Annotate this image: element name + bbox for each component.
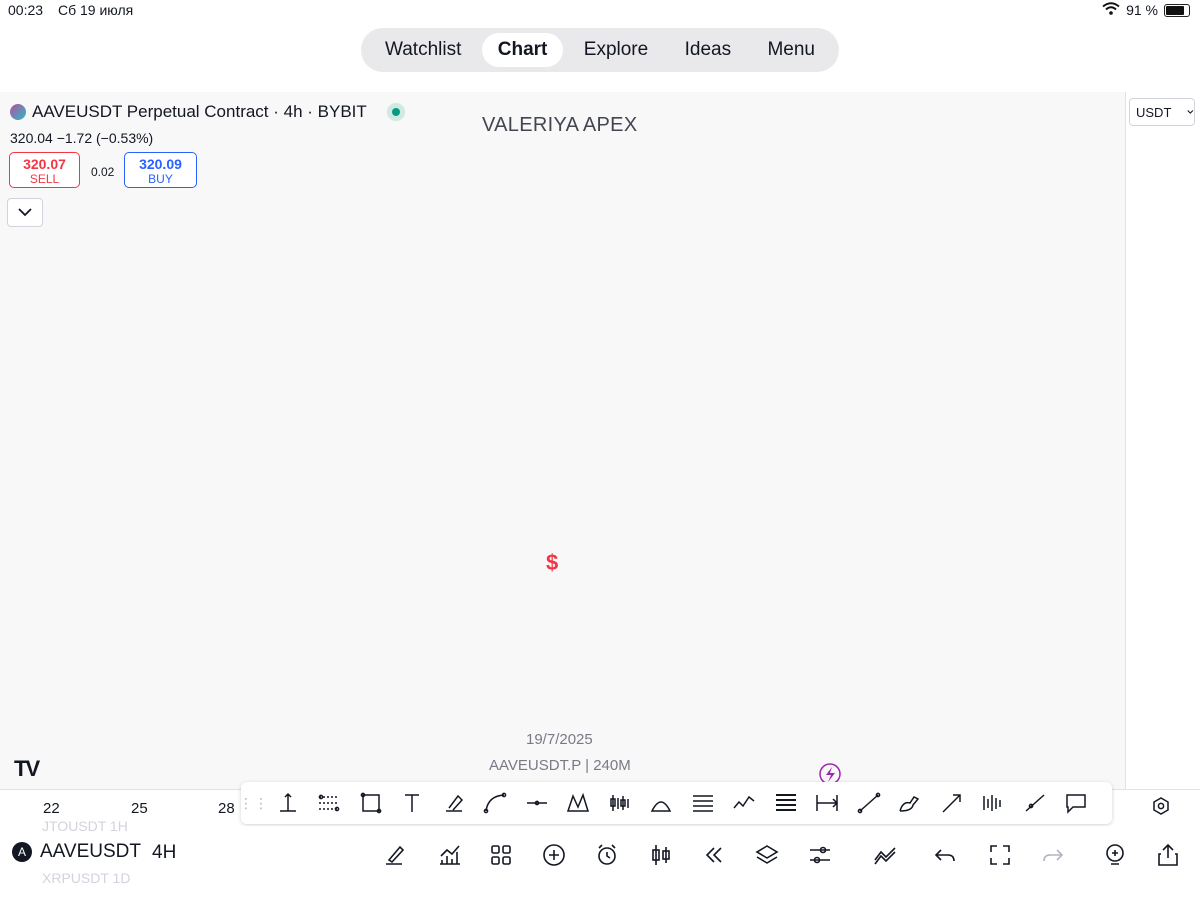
indicators-icon[interactable] bbox=[434, 839, 466, 871]
xabcd-pattern-icon[interactable] bbox=[558, 782, 600, 824]
tradingview-logo: TV bbox=[14, 756, 40, 781]
add-icon[interactable] bbox=[538, 839, 570, 871]
aave-logo-icon: A bbox=[12, 842, 32, 862]
symbol-selector[interactable]: A AAVEUSDT bbox=[12, 841, 141, 863]
symbol-header[interactable]: AAVEUSDT Perpetual Contract · 4h · BYBIT bbox=[10, 102, 405, 122]
sell-price: 320.07 bbox=[23, 156, 66, 172]
battery-icon bbox=[1164, 3, 1190, 17]
fib-levels-icon[interactable] bbox=[765, 782, 807, 824]
elliott-wave-icon[interactable] bbox=[724, 782, 766, 824]
market-open-icon bbox=[386, 103, 405, 121]
replay-icon[interactable] bbox=[697, 839, 729, 871]
wifi-icon bbox=[1102, 2, 1120, 18]
layers-icon[interactable] bbox=[751, 839, 783, 871]
fullscreen-icon[interactable] bbox=[984, 839, 1016, 871]
dollar-annotation: $ bbox=[546, 550, 559, 575]
sell-button[interactable]: 320.07 SELL bbox=[9, 152, 80, 188]
time-label: 28 bbox=[218, 800, 235, 817]
hint-icon[interactable] bbox=[1099, 839, 1131, 871]
highlighter-icon[interactable] bbox=[433, 782, 475, 824]
curve-icon[interactable] bbox=[475, 782, 517, 824]
tab-watchlist[interactable]: Watchlist bbox=[385, 39, 462, 60]
cross-icon[interactable] bbox=[267, 782, 309, 824]
spread-value: 0.02 bbox=[91, 165, 115, 179]
callout-icon[interactable] bbox=[1056, 782, 1098, 824]
author-watermark: VALERIYA APEX bbox=[482, 114, 638, 136]
pen-icon[interactable] bbox=[379, 839, 411, 871]
symbol-title[interactable]: AAVEUSDT Perpetual Contract · 4h · BYBIT bbox=[32, 102, 367, 121]
bottom-symbol-name: AAVEUSDT bbox=[40, 841, 142, 862]
date-range-icon[interactable] bbox=[807, 782, 849, 824]
lightning-bolt bbox=[826, 767, 835, 782]
bottom-toolbar bbox=[0, 826, 1200, 900]
ray-icon[interactable] bbox=[1014, 782, 1056, 824]
tab-explore[interactable]: Explore bbox=[583, 39, 649, 60]
horizontal-line-icon[interactable] bbox=[516, 782, 558, 824]
status-time: 00:23 bbox=[8, 2, 44, 18]
buy-button[interactable]: 320.09 BUY bbox=[124, 152, 197, 188]
watermark-date: 19/7/2025 bbox=[526, 731, 593, 748]
interval-selector[interactable]: 4H bbox=[152, 842, 177, 863]
time-label: 22 bbox=[43, 800, 60, 817]
watchlist-ghost-symbol: XRPUSDT 1D bbox=[42, 870, 131, 886]
trend-channel-icon[interactable] bbox=[309, 782, 351, 824]
text-icon[interactable] bbox=[392, 782, 434, 824]
undo-icon[interactable] bbox=[929, 839, 961, 871]
status-date: Сб 19 июля bbox=[58, 2, 134, 18]
price-chart[interactable] bbox=[0, 92, 1125, 789]
tab-chart[interactable]: Chart bbox=[481, 33, 564, 67]
chevron-down-icon bbox=[18, 208, 32, 217]
rectangle-icon[interactable] bbox=[350, 782, 392, 824]
brush-icon[interactable] bbox=[890, 782, 932, 824]
share-icon[interactable] bbox=[1152, 839, 1184, 871]
chevron-down-icon bbox=[1187, 110, 1194, 114]
chart-settings-icon[interactable] bbox=[1152, 797, 1170, 820]
trend-icon[interactable] bbox=[869, 839, 901, 871]
toolbar-drag-handle[interactable]: ⋮⋮ bbox=[239, 794, 269, 811]
tab-menu[interactable]: Menu bbox=[767, 39, 815, 60]
drawing-toolbar: ⋮⋮ bbox=[239, 782, 1112, 824]
tab-ideas[interactable]: Ideas bbox=[684, 39, 732, 60]
buy-label: BUY bbox=[148, 172, 173, 186]
buy-price: 320.09 bbox=[139, 156, 182, 172]
price-axis[interactable]: 340.00330.00310.00300.00290.00280.00270.… bbox=[1125, 92, 1200, 789]
redo-icon[interactable] bbox=[1037, 839, 1069, 871]
collapse-legend-button[interactable] bbox=[7, 198, 43, 227]
status-battery: 91 % bbox=[1102, 2, 1190, 18]
long-position-icon[interactable] bbox=[599, 782, 641, 824]
watchlist-ghost-symbol: JTOUSDT 1H bbox=[42, 818, 128, 834]
fib-retracement-icon[interactable] bbox=[682, 782, 724, 824]
trend-line-icon[interactable] bbox=[848, 782, 890, 824]
chart-canvas[interactable] bbox=[0, 92, 1125, 789]
arc-icon[interactable] bbox=[641, 782, 683, 824]
watermark-symbol: AAVEUSDT.P | 240M bbox=[489, 757, 631, 774]
layout-icon[interactable] bbox=[485, 839, 517, 871]
top-nav: Watchlist Chart Explore Ideas Menu bbox=[361, 28, 839, 72]
aave-coin-icon bbox=[10, 104, 26, 120]
currency-select[interactable]: USDT bbox=[1129, 98, 1195, 126]
time-label: 25 bbox=[131, 800, 148, 817]
alert-icon[interactable] bbox=[591, 839, 623, 871]
settings-sliders-icon[interactable] bbox=[804, 839, 836, 871]
price-change: 320.04 −1.72 (−0.53%) bbox=[10, 130, 154, 146]
arrow-icon[interactable] bbox=[931, 782, 973, 824]
volume-profile-icon[interactable] bbox=[973, 782, 1015, 824]
candles-icon[interactable] bbox=[645, 839, 677, 871]
battery-percent: 91 % bbox=[1126, 2, 1158, 18]
sell-label: SELL bbox=[29, 172, 60, 186]
currency-value: USDT bbox=[1136, 104, 1172, 120]
